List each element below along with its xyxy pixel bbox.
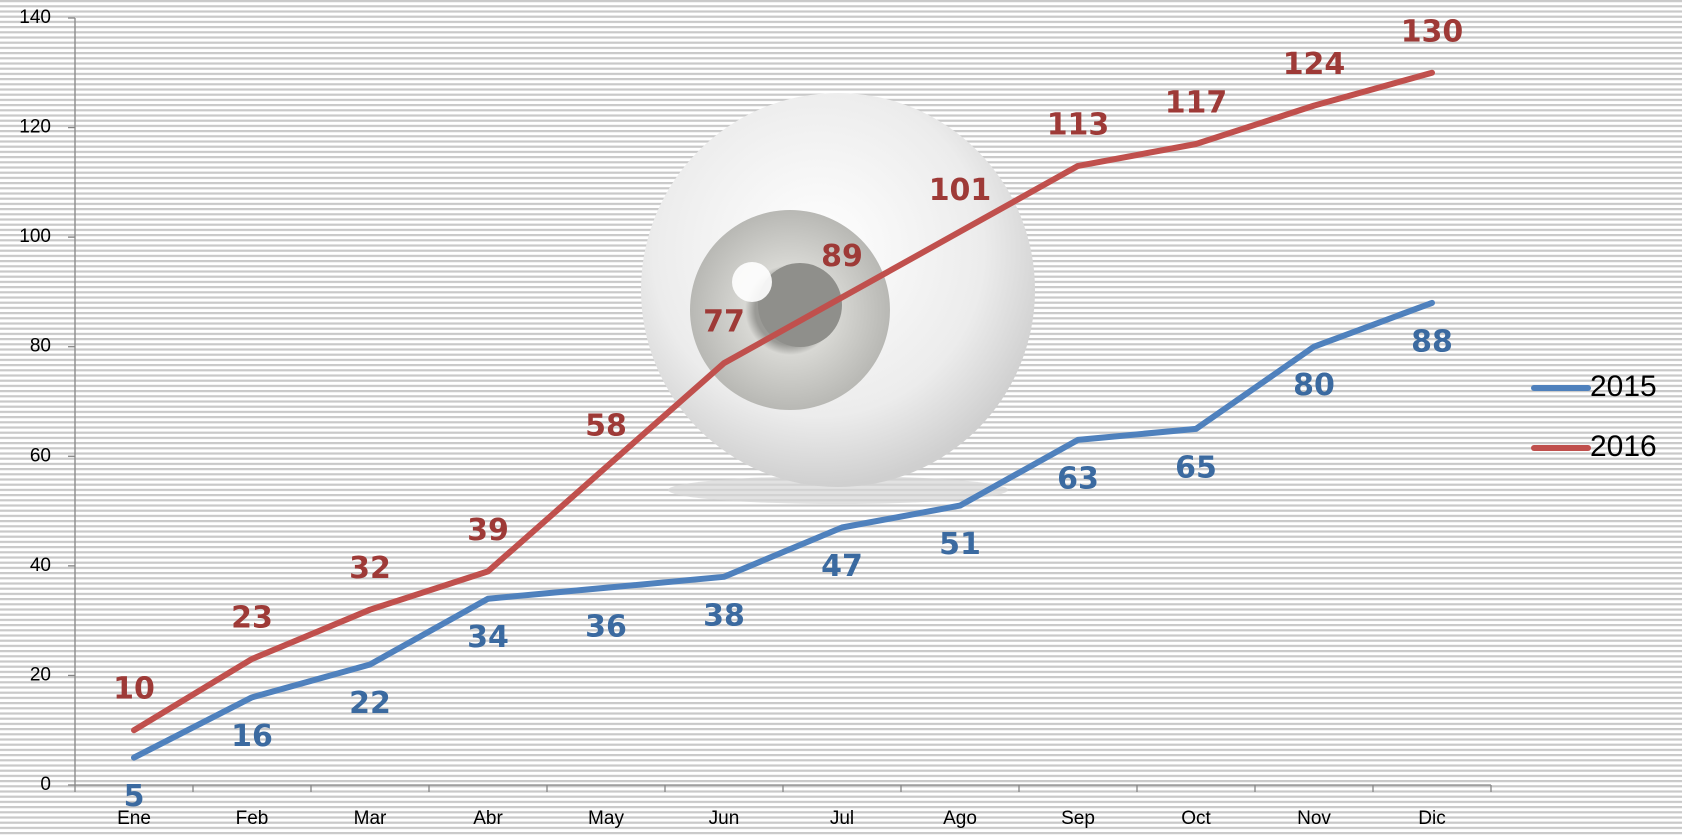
data-label: 113: [1047, 107, 1110, 142]
data-label: 34: [467, 620, 509, 655]
data-label: 38: [703, 598, 745, 633]
data-label: 39: [467, 513, 509, 548]
x-tick-label: Sep: [1061, 808, 1095, 829]
data-label: 32: [349, 551, 391, 586]
y-tick-label: 0: [40, 774, 51, 795]
y-tick-label: 80: [30, 336, 51, 357]
data-label: 58: [585, 409, 627, 444]
data-label: 36: [585, 609, 627, 644]
y-tick-label: 60: [30, 445, 51, 466]
x-tick-label: Nov: [1297, 808, 1331, 829]
data-label: 130: [1401, 14, 1464, 49]
x-tick-label: Ene: [117, 808, 151, 829]
data-label: 16: [231, 719, 273, 754]
data-label: 101: [929, 173, 992, 208]
x-tick-label: Dic: [1418, 808, 1445, 829]
y-tick-label: 100: [19, 226, 51, 247]
y-tick-label: 40: [30, 555, 51, 576]
x-tick-label: May: [588, 808, 624, 829]
x-tick-label: Oct: [1181, 808, 1211, 829]
data-label: 89: [821, 239, 863, 274]
x-tick-label: Ago: [943, 808, 977, 829]
x-tick-label: Mar: [354, 808, 387, 829]
data-label: 80: [1293, 368, 1335, 403]
line-series: [131, 69, 1435, 734]
y-tick-label: 140: [19, 7, 51, 28]
eyeball-decoration: [641, 93, 1035, 504]
data-label: 88: [1411, 324, 1453, 359]
data-label: 23: [231, 600, 273, 635]
x-tick-label: Jun: [709, 808, 740, 829]
data-label: 124: [1283, 47, 1346, 82]
data-label: 5: [124, 779, 145, 814]
line-series: [131, 299, 1435, 761]
data-label: 63: [1057, 461, 1099, 496]
legend-label: 2016: [1590, 430, 1657, 463]
x-tick-label: Abr: [473, 808, 503, 829]
y-tick-label: 120: [19, 117, 51, 138]
data-label: 77: [703, 305, 745, 340]
data-label: 65: [1175, 450, 1217, 485]
x-tick-label: Jul: [830, 808, 854, 829]
data-label: 117: [1165, 86, 1228, 121]
data-label: 10: [113, 672, 155, 707]
data-label: 47: [821, 549, 863, 584]
y-tick-label: 20: [30, 664, 51, 685]
data-label: 22: [349, 686, 391, 721]
x-tick-label: Feb: [236, 808, 269, 829]
legend-label: 2015: [1590, 370, 1657, 403]
data-label: 51: [939, 527, 981, 562]
